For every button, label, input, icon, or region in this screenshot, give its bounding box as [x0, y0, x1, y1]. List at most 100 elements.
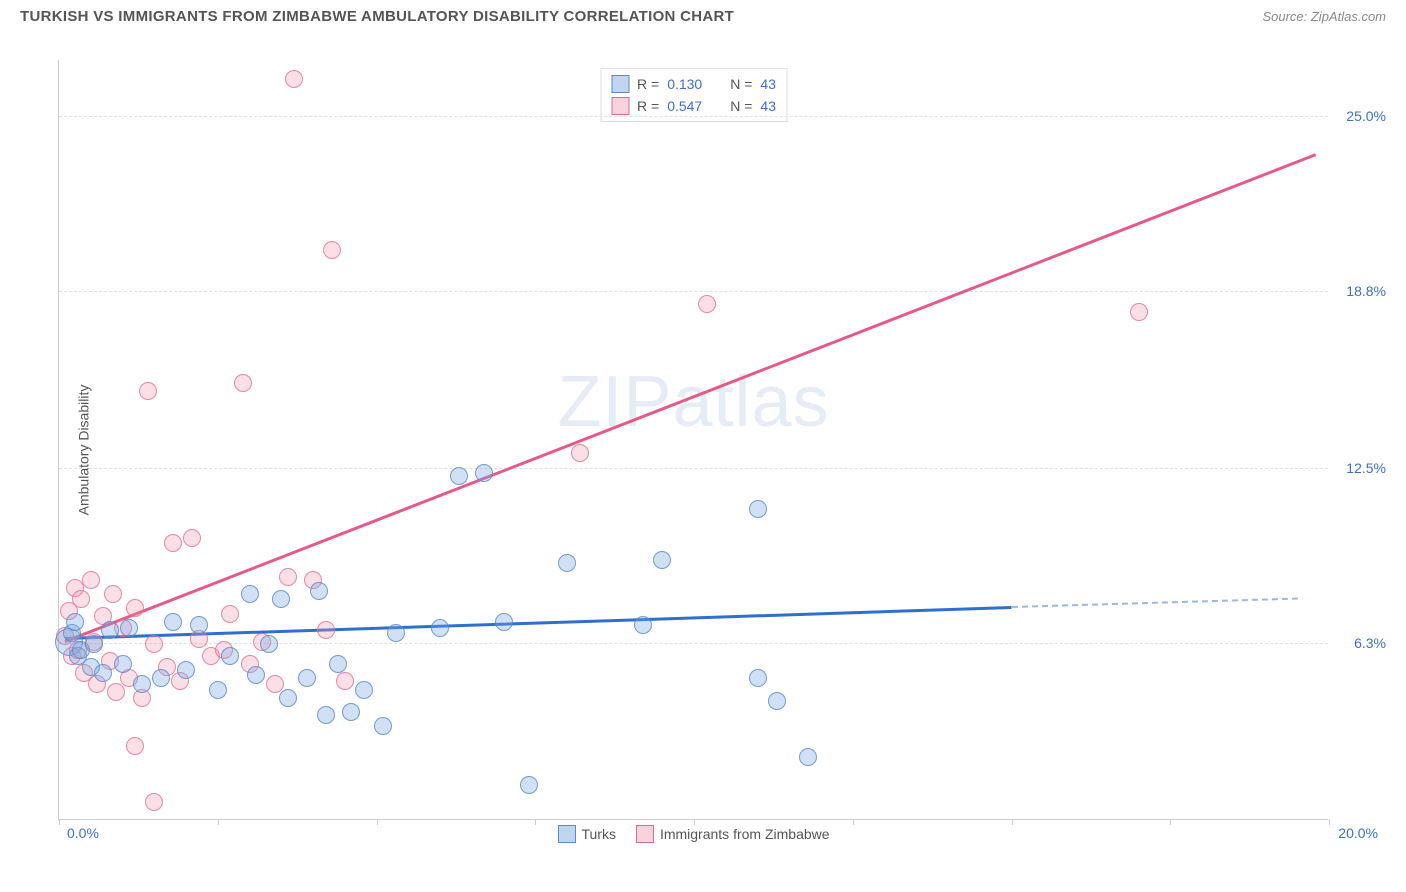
- blue-data-point: [298, 669, 316, 687]
- blue-data-point: [164, 613, 182, 631]
- blue-data-point: [374, 717, 392, 735]
- blue-data-point: [387, 624, 405, 642]
- blue-data-point: [317, 706, 335, 724]
- pink-data-point: [571, 444, 589, 462]
- blue-data-point: [520, 776, 538, 794]
- blue-data-point: [247, 666, 265, 684]
- x-tick: [377, 819, 378, 825]
- y-tick-label: 18.8%: [1346, 283, 1386, 299]
- pink-data-point: [126, 599, 144, 617]
- blue-data-point: [221, 647, 239, 665]
- blue-data-point: [152, 669, 170, 687]
- pink-data-point: [164, 534, 182, 552]
- legend-item: Immigrants from Zimbabwe: [636, 825, 830, 843]
- blue-data-point: [272, 590, 290, 608]
- correlation-stats-box: R =0.130N =43R =0.547N =43: [600, 68, 787, 122]
- x-tick: [1012, 819, 1013, 825]
- blue-data-point: [279, 689, 297, 707]
- x-tick: [535, 819, 536, 825]
- blue-data-point: [431, 619, 449, 637]
- pink-data-point: [139, 382, 157, 400]
- blue-data-point: [450, 467, 468, 485]
- pink-data-point: [221, 605, 239, 623]
- chart-title: TURKISH VS IMMIGRANTS FROM ZIMBABWE AMBU…: [20, 8, 734, 25]
- blue-data-point: [241, 585, 259, 603]
- blue-data-point: [133, 675, 151, 693]
- stats-row: R =0.547N =43: [611, 95, 776, 117]
- blue-data-point: [768, 692, 786, 710]
- pink-data-point: [317, 621, 335, 639]
- blue-data-point: [329, 655, 347, 673]
- pink-trend-line: [65, 153, 1317, 642]
- pink-data-point: [104, 585, 122, 603]
- legend-label: Immigrants from Zimbabwe: [660, 826, 830, 842]
- blue-data-point: [190, 616, 208, 634]
- pink-data-point: [698, 295, 716, 313]
- series-legend: Turks Immigrants from Zimbabwe: [557, 825, 829, 843]
- blue-data-point: [114, 655, 132, 673]
- r-label: R =: [637, 98, 659, 114]
- watermark: ZIPatlas: [557, 361, 829, 443]
- legend-label: Turks: [581, 826, 615, 842]
- blue-data-point: [342, 703, 360, 721]
- n-label: N =: [730, 76, 752, 92]
- pink-data-point: [336, 672, 354, 690]
- pink-data-point: [1130, 303, 1148, 321]
- blue-data-point: [558, 554, 576, 572]
- pink-data-point: [285, 70, 303, 88]
- blue-swatch: [611, 75, 629, 93]
- x-tick: [218, 819, 219, 825]
- blue-data-point: [749, 500, 767, 518]
- blue-data-point: [799, 748, 817, 766]
- blue-swatch: [557, 825, 575, 843]
- pink-data-point: [82, 571, 100, 589]
- blue-data-point: [94, 664, 112, 682]
- blue-data-point: [355, 681, 373, 699]
- blue-data-point: [749, 669, 767, 687]
- n-value: 43: [760, 76, 776, 92]
- blue-data-point: [475, 464, 493, 482]
- blue-data-point: [120, 619, 138, 637]
- pink-data-point: [72, 590, 90, 608]
- pink-data-point: [183, 529, 201, 547]
- pink-data-point: [145, 793, 163, 811]
- blue-data-point: [260, 635, 278, 653]
- y-tick-label: 6.3%: [1354, 635, 1386, 651]
- r-value: 0.130: [667, 76, 702, 92]
- pink-data-point: [323, 241, 341, 259]
- r-label: R =: [637, 76, 659, 92]
- legend-item: Turks: [557, 825, 615, 843]
- x-tick: [59, 819, 60, 825]
- chart-container: Ambulatory Disability ZIPatlas R =0.130N…: [48, 50, 1388, 850]
- pink-data-point: [279, 568, 297, 586]
- x-axis-end-label: 20.0%: [1338, 825, 1378, 841]
- r-value: 0.547: [667, 98, 702, 114]
- pink-swatch: [636, 825, 654, 843]
- n-value: 43: [760, 98, 776, 114]
- pink-data-point: [107, 683, 125, 701]
- x-axis-start-label: 0.0%: [67, 825, 99, 841]
- blue-data-point: [653, 551, 671, 569]
- pink-data-point: [145, 635, 163, 653]
- blue-data-point: [310, 582, 328, 600]
- blue-data-point: [209, 681, 227, 699]
- blue-data-point: [66, 613, 84, 631]
- blue-data-point: [177, 661, 195, 679]
- gridline: [59, 291, 1328, 292]
- blue-trend-line: [1011, 598, 1297, 608]
- source-attribution: Source: ZipAtlas.com: [1262, 9, 1386, 24]
- blue-data-point: [495, 613, 513, 631]
- pink-data-point: [126, 737, 144, 755]
- x-tick: [694, 819, 695, 825]
- blue-data-point: [85, 635, 103, 653]
- pink-data-point: [234, 374, 252, 392]
- x-tick: [1170, 819, 1171, 825]
- x-tick: [853, 819, 854, 825]
- gridline: [59, 468, 1328, 469]
- blue-data-point: [101, 621, 119, 639]
- gridline: [59, 643, 1328, 644]
- y-tick-label: 12.5%: [1346, 460, 1386, 476]
- stats-row: R = 0.130 N = 43: [611, 73, 776, 95]
- blue-data-point: [634, 616, 652, 634]
- plot-area: ZIPatlas R =0.130N =43R =0.547N =43 0.0%…: [58, 60, 1328, 820]
